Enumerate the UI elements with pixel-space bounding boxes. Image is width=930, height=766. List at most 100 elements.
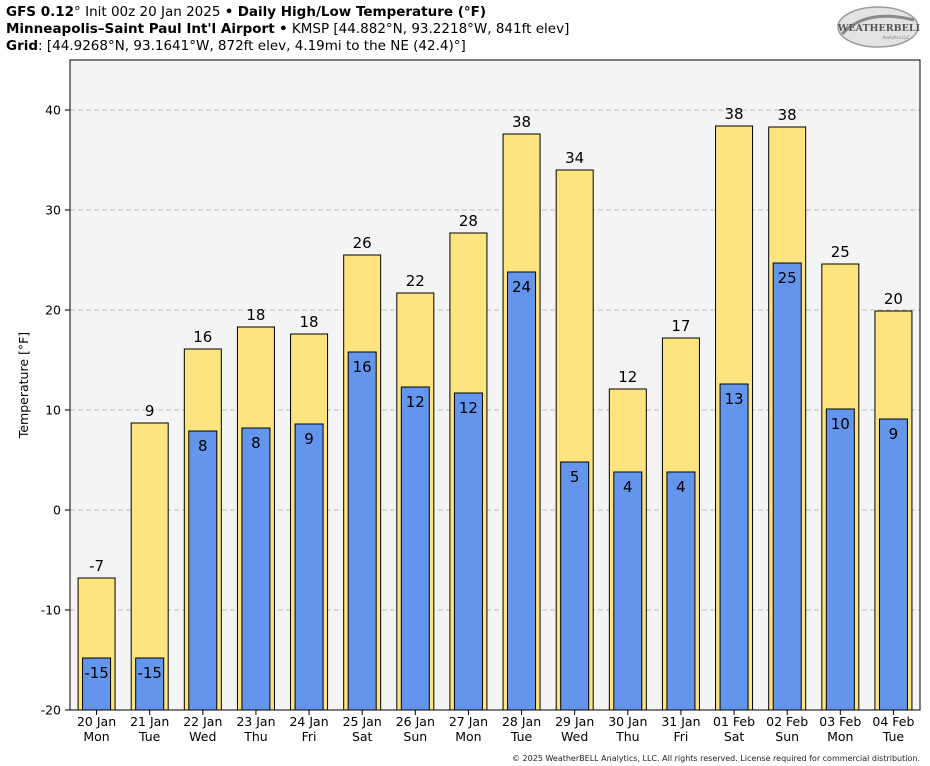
low-temp-label: 4 <box>623 478 633 496</box>
header-bullet: • <box>224 4 234 20</box>
x-tick-weekday-label: Tue <box>882 729 905 744</box>
x-tick-weekday-label: Sun <box>775 729 799 744</box>
y-tick-label: 20 <box>45 303 61 318</box>
low-temp-label: 12 <box>459 399 478 417</box>
logo-swirl-arc <box>840 14 915 36</box>
low-temp-label: 8 <box>251 434 261 452</box>
x-tick-weekday-label: Thu <box>243 729 267 744</box>
y-axis-label: Temperature [°F] <box>16 332 31 439</box>
low-temp-bar <box>241 427 271 711</box>
y-tick-label: -10 <box>41 603 61 618</box>
x-tick-date-label: 30 Jan <box>608 714 647 729</box>
copyright-footer: © 2025 WeatherBELL Analytics, LLC. All r… <box>512 754 920 763</box>
low-temp-label: 16 <box>353 358 372 376</box>
y-tick-label: 30 <box>45 203 61 218</box>
low-temp-bar <box>613 471 643 711</box>
low-temp-bar <box>400 386 430 711</box>
weatherbell-logo: WEATHERBELL Analytics LLC <box>837 6 920 48</box>
x-tick-weekday-label: Fri <box>673 729 688 744</box>
high-temp-label: 38 <box>725 105 744 123</box>
x-tick-weekday-label: Wed <box>561 729 588 744</box>
x-tick-date-label: 01 Feb <box>713 714 755 729</box>
init-time: Init 00z 20 Jan 2025 <box>80 4 225 20</box>
header-bullet: • <box>278 21 288 37</box>
low-temp-bar <box>82 657 112 711</box>
y-tick-label: -20 <box>41 703 61 718</box>
low-temp-label: 25 <box>778 269 797 287</box>
low-temp-bar <box>188 430 218 711</box>
high-temp-label: 22 <box>406 272 425 290</box>
model-degree: ° <box>74 4 81 20</box>
low-temp-bar <box>453 392 483 711</box>
chart-header-line1: GFS 0.12° Init 00z 20 Jan 2025 • Daily H… <box>6 4 486 21</box>
low-temp-bar <box>719 383 749 711</box>
x-tick-weekday-label: Sun <box>403 729 427 744</box>
y-tick-label: 10 <box>45 403 61 418</box>
chart-header-line2: Minneapolis–Saint Paul Int'l Airport • K… <box>6 21 569 38</box>
high-temp-label: 20 <box>884 290 903 308</box>
low-temp-label: -15 <box>137 664 162 682</box>
station-name: Minneapolis–Saint Paul Int'l Airport <box>6 21 275 37</box>
low-temp-label: 24 <box>512 278 531 296</box>
x-tick-date-label: 02 Feb <box>766 714 808 729</box>
x-tick-date-label: 21 Jan <box>130 714 169 729</box>
low-temp-bar <box>347 351 377 711</box>
x-tick-weekday-label: Mon <box>83 729 109 744</box>
x-tick-weekday-label: Mon <box>827 729 853 744</box>
x-tick-date-label: 22 Jan <box>183 714 222 729</box>
low-temp-bar <box>560 461 590 711</box>
high-temp-label: 9 <box>145 402 155 420</box>
y-tick-label: 40 <box>45 103 61 118</box>
x-tick-weekday-label: Sat <box>724 729 745 744</box>
x-tick-date-label: 26 Jan <box>396 714 435 729</box>
logo-subtext: Analytics LLC <box>883 35 910 40</box>
low-temp-bar <box>878 418 908 711</box>
grid-details: : [44.9268°N, 93.1641°W, 872ft elev, 4.1… <box>38 38 466 54</box>
high-temp-label: 38 <box>778 106 797 124</box>
high-temp-label: 18 <box>300 313 319 331</box>
bars <box>77 125 913 711</box>
high-temp-label: 16 <box>193 328 212 346</box>
model-name: GFS 0.12 <box>6 4 75 20</box>
low-temp-bar <box>507 271 537 711</box>
low-temp-bar <box>135 657 165 711</box>
low-temp-label: 10 <box>831 415 850 433</box>
low-temp-bar <box>772 262 802 711</box>
low-temp-label: 4 <box>676 478 686 496</box>
x-tick-weekday-label: Tue <box>138 729 161 744</box>
high-temp-label: 18 <box>246 306 265 324</box>
x-tick-date-label: 24 Jan <box>289 714 328 729</box>
high-temp-label: -7 <box>89 557 104 575</box>
chart-title: Daily High/Low Temperature (°F) <box>237 4 487 20</box>
station-details: KMSP [44.882°N, 93.2218°W, 841ft elev] <box>287 21 570 37</box>
high-temp-label: 12 <box>618 368 637 386</box>
low-temp-bar <box>294 423 324 711</box>
grid-label: Grid <box>6 38 39 54</box>
low-temp-label: 12 <box>406 393 425 411</box>
x-tick-date-label: 23 Jan <box>236 714 275 729</box>
x-tick-date-label: 20 Jan <box>77 714 116 729</box>
plot-frame <box>69 59 921 711</box>
high-temp-label: 17 <box>671 317 690 335</box>
x-tick-date-label: 28 Jan <box>502 714 541 729</box>
low-temp-bar <box>666 471 696 711</box>
low-temp-label: 8 <box>198 437 208 455</box>
low-temp-bar <box>825 408 855 711</box>
x-tick-date-label: 03 Feb <box>819 714 861 729</box>
x-tick-weekday-label: Tue <box>510 729 533 744</box>
high-temp-label: 28 <box>459 212 478 230</box>
logo-text: WEATHERBELL <box>837 23 920 34</box>
y-tick-label: 0 <box>53 503 61 518</box>
x-tick-date-label: 25 Jan <box>343 714 382 729</box>
x-tick-date-label: 29 Jan <box>555 714 594 729</box>
low-temp-label: 5 <box>570 468 580 486</box>
x-tick-weekday-label: Sat <box>352 729 373 744</box>
low-temp-label: -15 <box>84 664 109 682</box>
x-tick-weekday-label: Wed <box>189 729 216 744</box>
chart-header-line3: Grid: [44.9268°N, 93.1641°W, 872ft elev,… <box>6 38 466 55</box>
x-tick-weekday-label: Mon <box>455 729 481 744</box>
high-temp-label: 25 <box>831 243 850 261</box>
high-temp-label: 34 <box>565 149 584 167</box>
